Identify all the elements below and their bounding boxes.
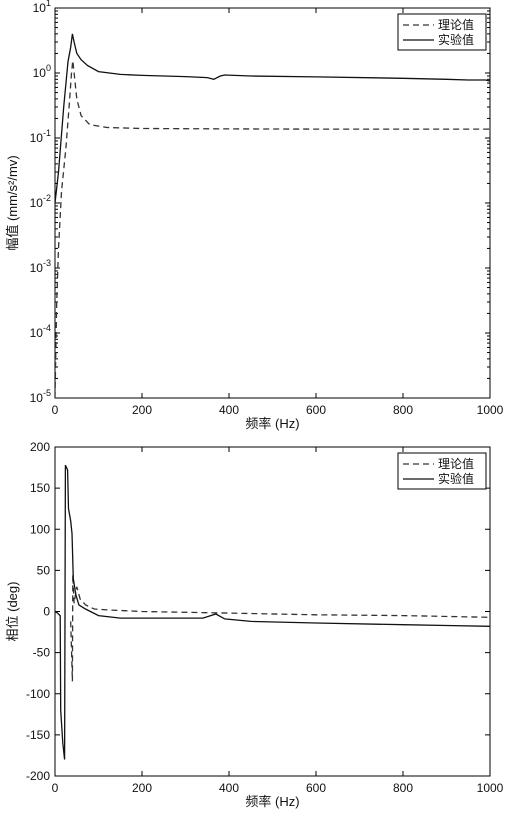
x-tick-label: 400 (219, 403, 239, 417)
y-tick-label: 10-5 (30, 388, 51, 405)
y-axis-label: 幅值 (mm/s²/mv) (5, 155, 20, 250)
x-tick-label: 800 (393, 781, 413, 795)
y-axis-label: 相位 (deg) (5, 582, 20, 642)
legend-label: 理论值 (438, 456, 474, 471)
x-tick-label: 200 (132, 403, 152, 417)
legend-label: 实验值 (438, 32, 474, 47)
phase-chart: 0 200 400 600 800 1000 -200 -150 -100 -50 0 50 100 15… (5, 440, 504, 809)
y-tick-label: -150 (26, 728, 50, 742)
y-tick-label: 150 (30, 481, 50, 495)
y-tick-label: 100 (30, 522, 50, 536)
y-tick-label: 50 (37, 563, 51, 577)
plot-frame (54, 446, 491, 777)
x-tick-label: 0 (52, 781, 59, 795)
y-tick-label: 200 (30, 440, 50, 454)
y-tick-label: -100 (26, 687, 50, 701)
y-tick-label: 10-4 (30, 323, 51, 340)
x-tick-label: 800 (393, 403, 413, 417)
y-tick-label: 100 (33, 63, 51, 80)
x-axis-label: 频率 (Hz) (245, 794, 299, 809)
x-tick-label: 400 (219, 781, 239, 795)
x-tick-label: 1000 (477, 403, 504, 417)
series-line-experimental (55, 464, 490, 760)
x-tick-label: 1000 (477, 781, 504, 795)
amplitude-chart: 0 200 400 600 800 1000 10-5 10-4 10-3 10-2 10-1 100… (5, 0, 504, 431)
x-tick-label: 600 (306, 403, 326, 417)
x-tick-label: 0 (52, 403, 59, 417)
y-tick-label: 101 (33, 0, 51, 15)
y-tick-label: 10-2 (30, 193, 51, 210)
series-line-experimental (55, 33, 490, 204)
legend-label: 理论值 (438, 17, 474, 32)
legend-label: 实验值 (438, 471, 474, 486)
legend-box (397, 13, 487, 51)
series-line-theoretical (55, 60, 490, 398)
y-tick-label: 0 (43, 605, 50, 619)
x-axis-label: 频率 (Hz) (245, 416, 299, 431)
y-tick-label: -200 (26, 769, 50, 783)
x-tick-label: 200 (132, 781, 152, 795)
y-tick-label: -50 (33, 646, 51, 660)
legend-box (397, 452, 487, 490)
x-tick-label: 600 (306, 781, 326, 795)
plot-frame (54, 7, 491, 399)
y-tick-label: 10-3 (30, 258, 51, 275)
y-tick-label: 10-1 (30, 128, 51, 145)
